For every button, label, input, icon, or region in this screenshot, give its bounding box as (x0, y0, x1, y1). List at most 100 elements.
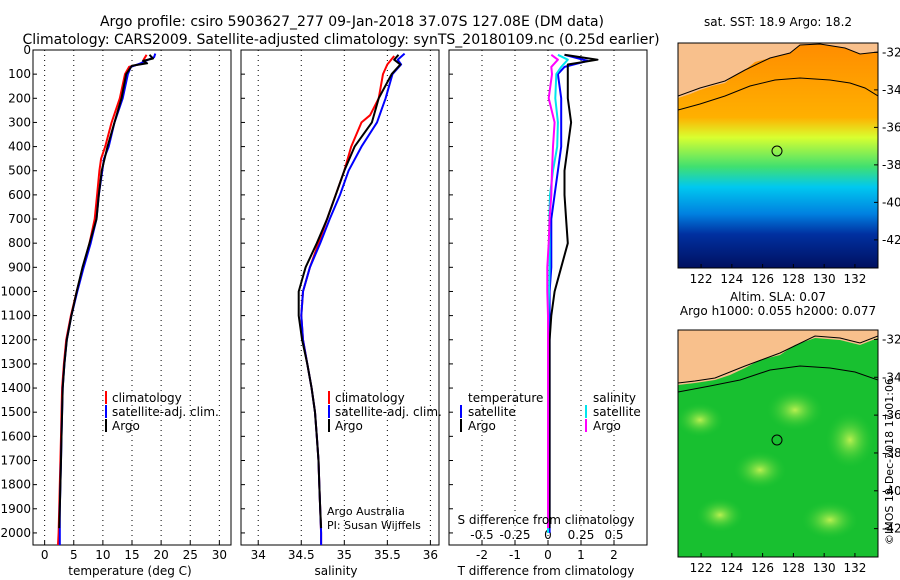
depth-tick-label: 1900 (0, 502, 31, 516)
x-tick-label: 25 (183, 548, 198, 562)
depth-tick-label: 700 (8, 212, 31, 226)
map-lat-tick-label: -32 (882, 332, 900, 346)
depth-tick-label: 1000 (0, 284, 31, 298)
depth-tick-label: 0 (23, 43, 31, 57)
depth-tick-label: 1200 (0, 333, 31, 347)
x-tick-label: 10 (95, 548, 110, 562)
x-tick-label: 36 (423, 548, 438, 562)
x-tick-label: 0 (41, 548, 49, 562)
x-tick-label: 0 (544, 548, 552, 562)
map-lat-tick-label: -42 (882, 522, 900, 536)
shelf-contour (678, 77, 878, 111)
legend-title-salinity: salinity (593, 391, 636, 405)
depth-tick-label: 2000 (0, 526, 31, 540)
map-lat-tick-label: -40 (882, 195, 900, 209)
map-lon-tick-label: 124 (720, 561, 743, 575)
series-line-argo (297, 54, 402, 529)
depth-tick-label: 1600 (0, 429, 31, 443)
depth-tick-label: 1700 (0, 453, 31, 467)
sla-map (678, 330, 878, 557)
depth-tick-label: 1300 (0, 357, 31, 371)
depth-tick-label: 1400 (0, 381, 31, 395)
depth-tick-labels: 0 100 200 300 400 500 600 700 800 900 1000 1100 1200… (0, 43, 31, 540)
s-diff-tick-label: -0.25 (499, 528, 530, 542)
map-lat-tick-label: -34 (882, 370, 900, 384)
x-tick-label: 20 (153, 548, 168, 562)
series-line-climatology (57, 54, 148, 546)
x-tick-label: 34.5 (288, 548, 315, 562)
series-line-satellite (547, 53, 569, 533)
map-lat-tick-label: -34 (882, 83, 900, 97)
x-tick-label: 35.5 (374, 548, 401, 562)
salinity-axes (240, 49, 440, 546)
series-line-argo (548, 53, 599, 529)
map-lat-tick-label: -42 (882, 233, 900, 247)
x-tick-label: 1 (577, 548, 585, 562)
x-tick-label: -1 (509, 548, 521, 562)
map-lon-tick-label: 128 (782, 272, 805, 286)
map-lon-tick-label: 132 (843, 272, 866, 286)
credit-argo-australia: Argo Australia (327, 505, 405, 518)
legend-s-argo-label: Argo (593, 419, 621, 433)
x-tick-label: 15 (124, 548, 139, 562)
depth-tick-label: 300 (8, 115, 31, 129)
sla-map-subtitle: Argo h1000: 0.055 h2000: 0.077 (680, 304, 876, 318)
depth-tick-label: 900 (8, 260, 31, 274)
temperature-xlabel: temperature (deg C) (68, 564, 191, 578)
salinity-xlabel: salinity (314, 564, 357, 578)
map-lon-tick-label: 122 (690, 272, 713, 286)
series-line-satellite-adj-clim (300, 52, 406, 545)
map-lon-tick-label: 126 (751, 561, 774, 575)
map-lat-tick-label: -40 (882, 484, 900, 498)
figure-title-line1: Argo profile: csiro 5903627_277 09-Jan-2… (100, 14, 604, 30)
sst-map-ticks: 122 124 126 128 130 132 -32 -34 -36 -38 -40 -42 (690, 45, 900, 286)
s-diff-tick-label: 0 (544, 528, 552, 542)
land-region (678, 330, 878, 385)
land-region (678, 43, 878, 98)
s-diff-tick-label: -0.5 (470, 528, 493, 542)
map-lat-tick-label: -32 (882, 45, 900, 59)
map-lat-tick-label: -38 (882, 446, 900, 460)
legend-argo-label: Argo (335, 419, 363, 433)
map-lon-tick-label: 128 (782, 561, 805, 575)
depth-tick-label: 400 (8, 140, 31, 154)
depth-tick-label: 1800 (0, 478, 31, 492)
sla-map-title: Altim. SLA: 0.07 (730, 290, 826, 304)
series-line-argo (546, 53, 559, 529)
x-tick-label: 34 (251, 548, 266, 562)
x-tick-label: 2 (610, 548, 618, 562)
imos-timestamp: ©IMOS 19-Dec-2018 17:01:06 (883, 378, 896, 545)
legend-satellite-label: satellite-adj. clim. (335, 405, 442, 419)
temperature-panel: 0 5 10 15 20 25 30 (33, 49, 227, 562)
series-line-climatology (300, 55, 395, 545)
sst-map-title: sat. SST: 18.9 Argo: 18.2 (704, 15, 852, 29)
s-diff-tick-label: 0.5 (604, 528, 623, 542)
t-difference-xlabel: T difference from climatology (457, 564, 635, 578)
map-lat-tick-label: -36 (882, 408, 900, 422)
argo-location-marker (771, 434, 783, 446)
credit-pi: PI: Susan Wijffels (327, 519, 421, 532)
salinity-panel: 34 34.5 35 35.5 36 (241, 49, 438, 562)
legend-t-satellite-label: satellite (468, 405, 516, 419)
sla-map-ticks: 122 124 126 128 130 132 -32 -34 -36 -38 -40 -42 (690, 332, 900, 575)
legend-title-temperature: temperature (468, 391, 543, 405)
depth-tick-label: 100 (8, 67, 31, 81)
x-tick-label: -2 (476, 548, 488, 562)
s-diff-tick-label: 0.25 (568, 528, 595, 542)
depth-tick-label: 1500 (0, 405, 31, 419)
legend-satellite-label: satellite-adj. clim. (112, 405, 219, 419)
x-tick-label: 30 (212, 548, 227, 562)
depth-tick-label: 600 (8, 188, 31, 202)
legend-climatology-label: climatology (335, 391, 405, 405)
difference-legend: temperature satellite Argo salinity sate… (460, 391, 641, 433)
map-lon-tick-label: 122 (690, 561, 713, 575)
depth-tick-label: 200 (8, 91, 31, 105)
map-lat-tick-label: -38 (882, 158, 900, 172)
legend-s-satellite-label: satellite (593, 405, 641, 419)
s-difference-xlabel: S difference from climatology (458, 513, 635, 527)
salinity-legend: climatology satellite-adj. clim. Argo (328, 391, 442, 433)
map-lat-tick-label: -36 (882, 120, 900, 134)
temperature-legend: climatology satellite-adj. clim. Argo (105, 391, 219, 433)
series-line-argo (58, 54, 154, 529)
